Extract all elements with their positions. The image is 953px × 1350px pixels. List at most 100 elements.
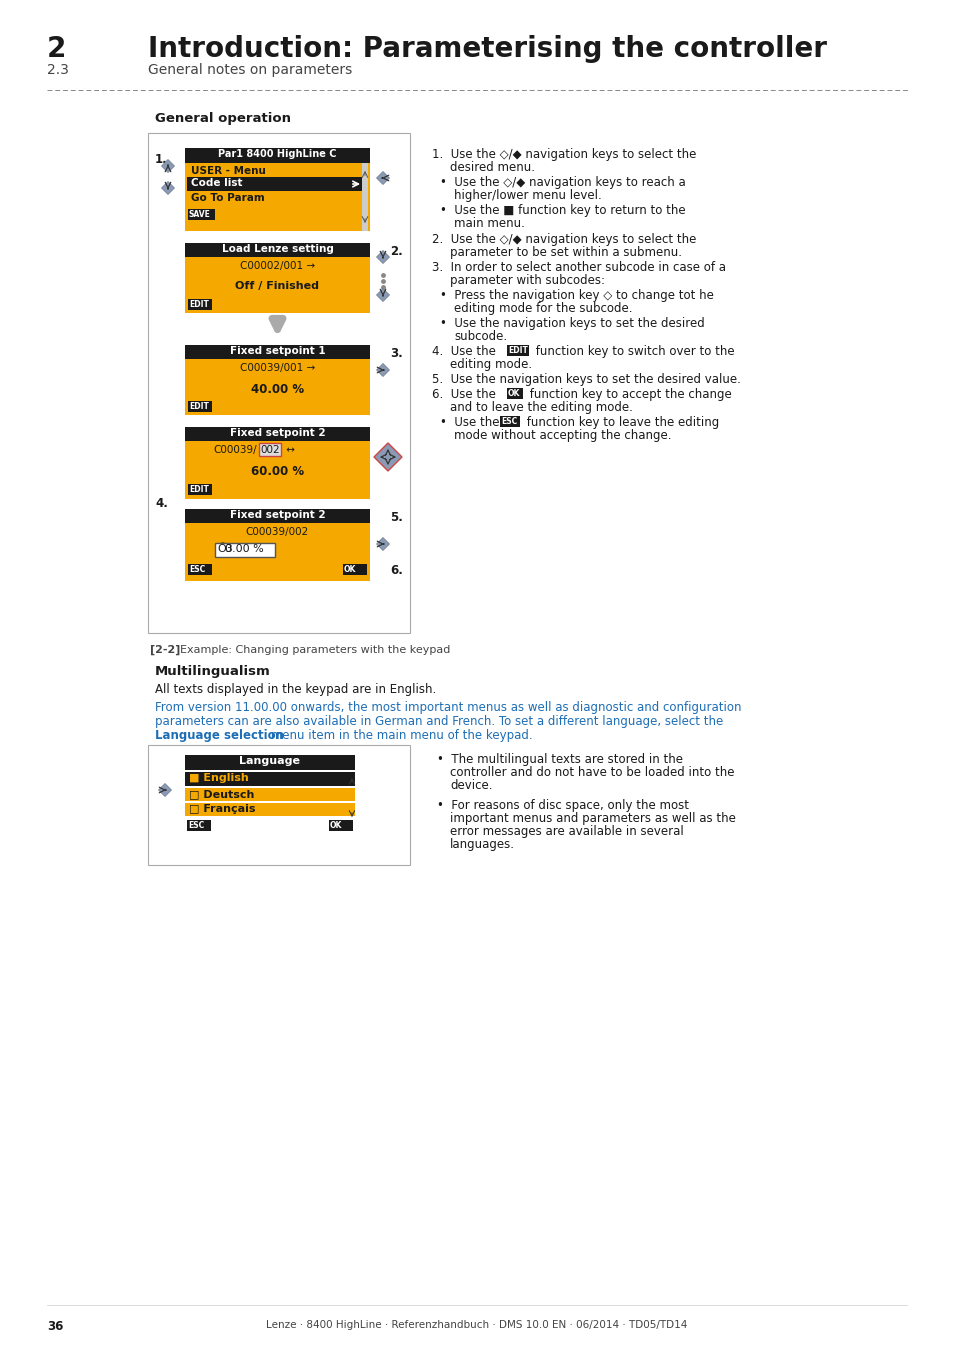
Bar bbox=[259, 443, 281, 456]
Bar bbox=[187, 819, 211, 832]
Text: OK: OK bbox=[344, 566, 356, 574]
Bar bbox=[185, 256, 370, 313]
Bar bbox=[185, 346, 370, 359]
Text: ESC: ESC bbox=[189, 566, 205, 574]
Text: 4.  Use the: 4. Use the bbox=[432, 346, 499, 358]
Text: 60.00 %: 60.00 % bbox=[251, 464, 304, 478]
Text: Off / Finished: Off / Finished bbox=[235, 281, 319, 292]
Text: function key to leave the editing: function key to leave the editing bbox=[522, 416, 719, 429]
Text: 5.  Use the navigation keys to set the desired value.: 5. Use the navigation keys to set the de… bbox=[432, 373, 740, 386]
Text: 4.: 4. bbox=[154, 497, 168, 510]
Text: Par1 8400 HighLine C: Par1 8400 HighLine C bbox=[218, 148, 336, 159]
Bar bbox=[185, 427, 370, 441]
Bar bbox=[185, 148, 370, 163]
Polygon shape bbox=[376, 171, 389, 185]
Bar bbox=[188, 564, 212, 575]
Text: C00002/001 →: C00002/001 → bbox=[240, 261, 314, 271]
Text: 6.  Use the: 6. Use the bbox=[432, 387, 499, 401]
Text: Ő3: Ő3 bbox=[216, 544, 233, 554]
Text: EDIT: EDIT bbox=[507, 346, 527, 355]
Text: EDIT: EDIT bbox=[189, 485, 209, 494]
Text: •  Use the: • Use the bbox=[439, 416, 503, 429]
Text: editing mode.: editing mode. bbox=[450, 358, 532, 371]
Text: C00039/001 →: C00039/001 → bbox=[239, 363, 314, 373]
Text: controller and do not have to be loaded into the: controller and do not have to be loaded … bbox=[450, 765, 734, 779]
Text: 002: 002 bbox=[260, 446, 280, 455]
Bar bbox=[185, 441, 370, 500]
Text: parameter with subcodes:: parameter with subcodes: bbox=[450, 274, 604, 288]
Bar bbox=[214, 543, 274, 558]
Bar bbox=[506, 346, 529, 356]
Text: C00039/002: C00039/002 bbox=[246, 526, 309, 537]
Text: 5.: 5. bbox=[390, 512, 402, 524]
Text: OK: OK bbox=[330, 821, 342, 830]
Text: 1.: 1. bbox=[154, 153, 168, 166]
Text: •  Use the ◇/◆ navigation keys to reach a: • Use the ◇/◆ navigation keys to reach a bbox=[439, 176, 685, 189]
Text: function key to switch over to the: function key to switch over to the bbox=[532, 346, 734, 358]
Text: 36: 36 bbox=[47, 1320, 63, 1332]
Text: 40.00 %: 40.00 % bbox=[251, 383, 304, 396]
Text: Language: Language bbox=[239, 756, 300, 765]
Bar bbox=[188, 298, 212, 311]
Polygon shape bbox=[376, 537, 389, 551]
Text: 0.00 %: 0.00 % bbox=[225, 544, 263, 554]
Text: parameter to be set within a submenu.: parameter to be set within a submenu. bbox=[450, 246, 681, 259]
Text: Fixed setpoint 2: Fixed setpoint 2 bbox=[230, 428, 325, 437]
Bar bbox=[188, 209, 214, 220]
Text: General notes on parameters: General notes on parameters bbox=[148, 63, 352, 77]
Text: Example: Changing parameters with the keypad: Example: Changing parameters with the ke… bbox=[180, 645, 450, 655]
Bar bbox=[185, 359, 370, 414]
Text: desired menu.: desired menu. bbox=[450, 161, 535, 174]
Text: □ Deutsch: □ Deutsch bbox=[189, 788, 254, 799]
Bar bbox=[187, 177, 368, 190]
Bar bbox=[361, 163, 368, 231]
Text: higher/lower menu level.: higher/lower menu level. bbox=[454, 189, 601, 202]
Text: SAVE: SAVE bbox=[189, 211, 211, 219]
Text: subcode.: subcode. bbox=[454, 329, 507, 343]
Text: editing mode for the subcode.: editing mode for the subcode. bbox=[454, 302, 632, 315]
Text: From version 11.00.00 onwards, the most important menus as well as diagnostic an: From version 11.00.00 onwards, the most … bbox=[154, 701, 740, 714]
Text: 2.3: 2.3 bbox=[47, 63, 69, 77]
Bar bbox=[148, 745, 410, 865]
Polygon shape bbox=[158, 783, 172, 796]
Bar bbox=[329, 819, 353, 832]
Bar bbox=[343, 564, 367, 575]
Polygon shape bbox=[376, 363, 389, 377]
Polygon shape bbox=[161, 159, 174, 173]
Text: EDIT: EDIT bbox=[189, 402, 209, 410]
Text: Introduction: Parameterising the controller: Introduction: Parameterising the control… bbox=[148, 35, 826, 63]
Bar bbox=[499, 416, 519, 427]
Text: Load Lenze setting: Load Lenze setting bbox=[221, 244, 334, 254]
Text: •  For reasons of disc space, only the most: • For reasons of disc space, only the mo… bbox=[436, 799, 688, 811]
Text: 1.  Use the ◇/◆ navigation keys to select the: 1. Use the ◇/◆ navigation keys to select… bbox=[432, 148, 696, 161]
Bar bbox=[185, 755, 355, 770]
Bar bbox=[188, 401, 212, 412]
Text: Multilingualism: Multilingualism bbox=[154, 666, 271, 678]
Text: USER - Menu: USER - Menu bbox=[191, 166, 266, 176]
Text: Go To Param: Go To Param bbox=[191, 193, 265, 202]
Text: languages.: languages. bbox=[450, 838, 515, 850]
Text: ESC: ESC bbox=[188, 821, 204, 830]
Text: ■ English: ■ English bbox=[189, 774, 249, 783]
Text: function key to accept the change: function key to accept the change bbox=[525, 387, 731, 401]
Text: 6.: 6. bbox=[390, 564, 402, 576]
Bar bbox=[185, 803, 355, 815]
Text: •  Press the navigation key ◇ to change tot he: • Press the navigation key ◇ to change t… bbox=[439, 289, 713, 302]
Text: [2-2]: [2-2] bbox=[150, 645, 180, 655]
Bar bbox=[188, 485, 212, 495]
Text: •  The multilingual texts are stored in the: • The multilingual texts are stored in t… bbox=[436, 753, 682, 765]
Text: 3.: 3. bbox=[390, 347, 402, 360]
Text: Fixed setpoint 2: Fixed setpoint 2 bbox=[230, 510, 325, 520]
Text: OK: OK bbox=[507, 389, 519, 398]
Text: menu item in the main menu of the keypad.: menu item in the main menu of the keypad… bbox=[267, 729, 532, 742]
Polygon shape bbox=[161, 181, 174, 194]
Bar bbox=[185, 522, 370, 580]
Text: device.: device. bbox=[450, 779, 492, 792]
Text: 2.: 2. bbox=[390, 244, 402, 258]
Bar bbox=[185, 243, 370, 256]
Text: parameters can are also available in German and French. To set a different langu: parameters can are also available in Ger… bbox=[154, 716, 722, 728]
Text: 2: 2 bbox=[47, 35, 67, 63]
Polygon shape bbox=[376, 289, 389, 301]
Bar bbox=[506, 387, 522, 400]
Text: Language selection: Language selection bbox=[154, 729, 284, 742]
